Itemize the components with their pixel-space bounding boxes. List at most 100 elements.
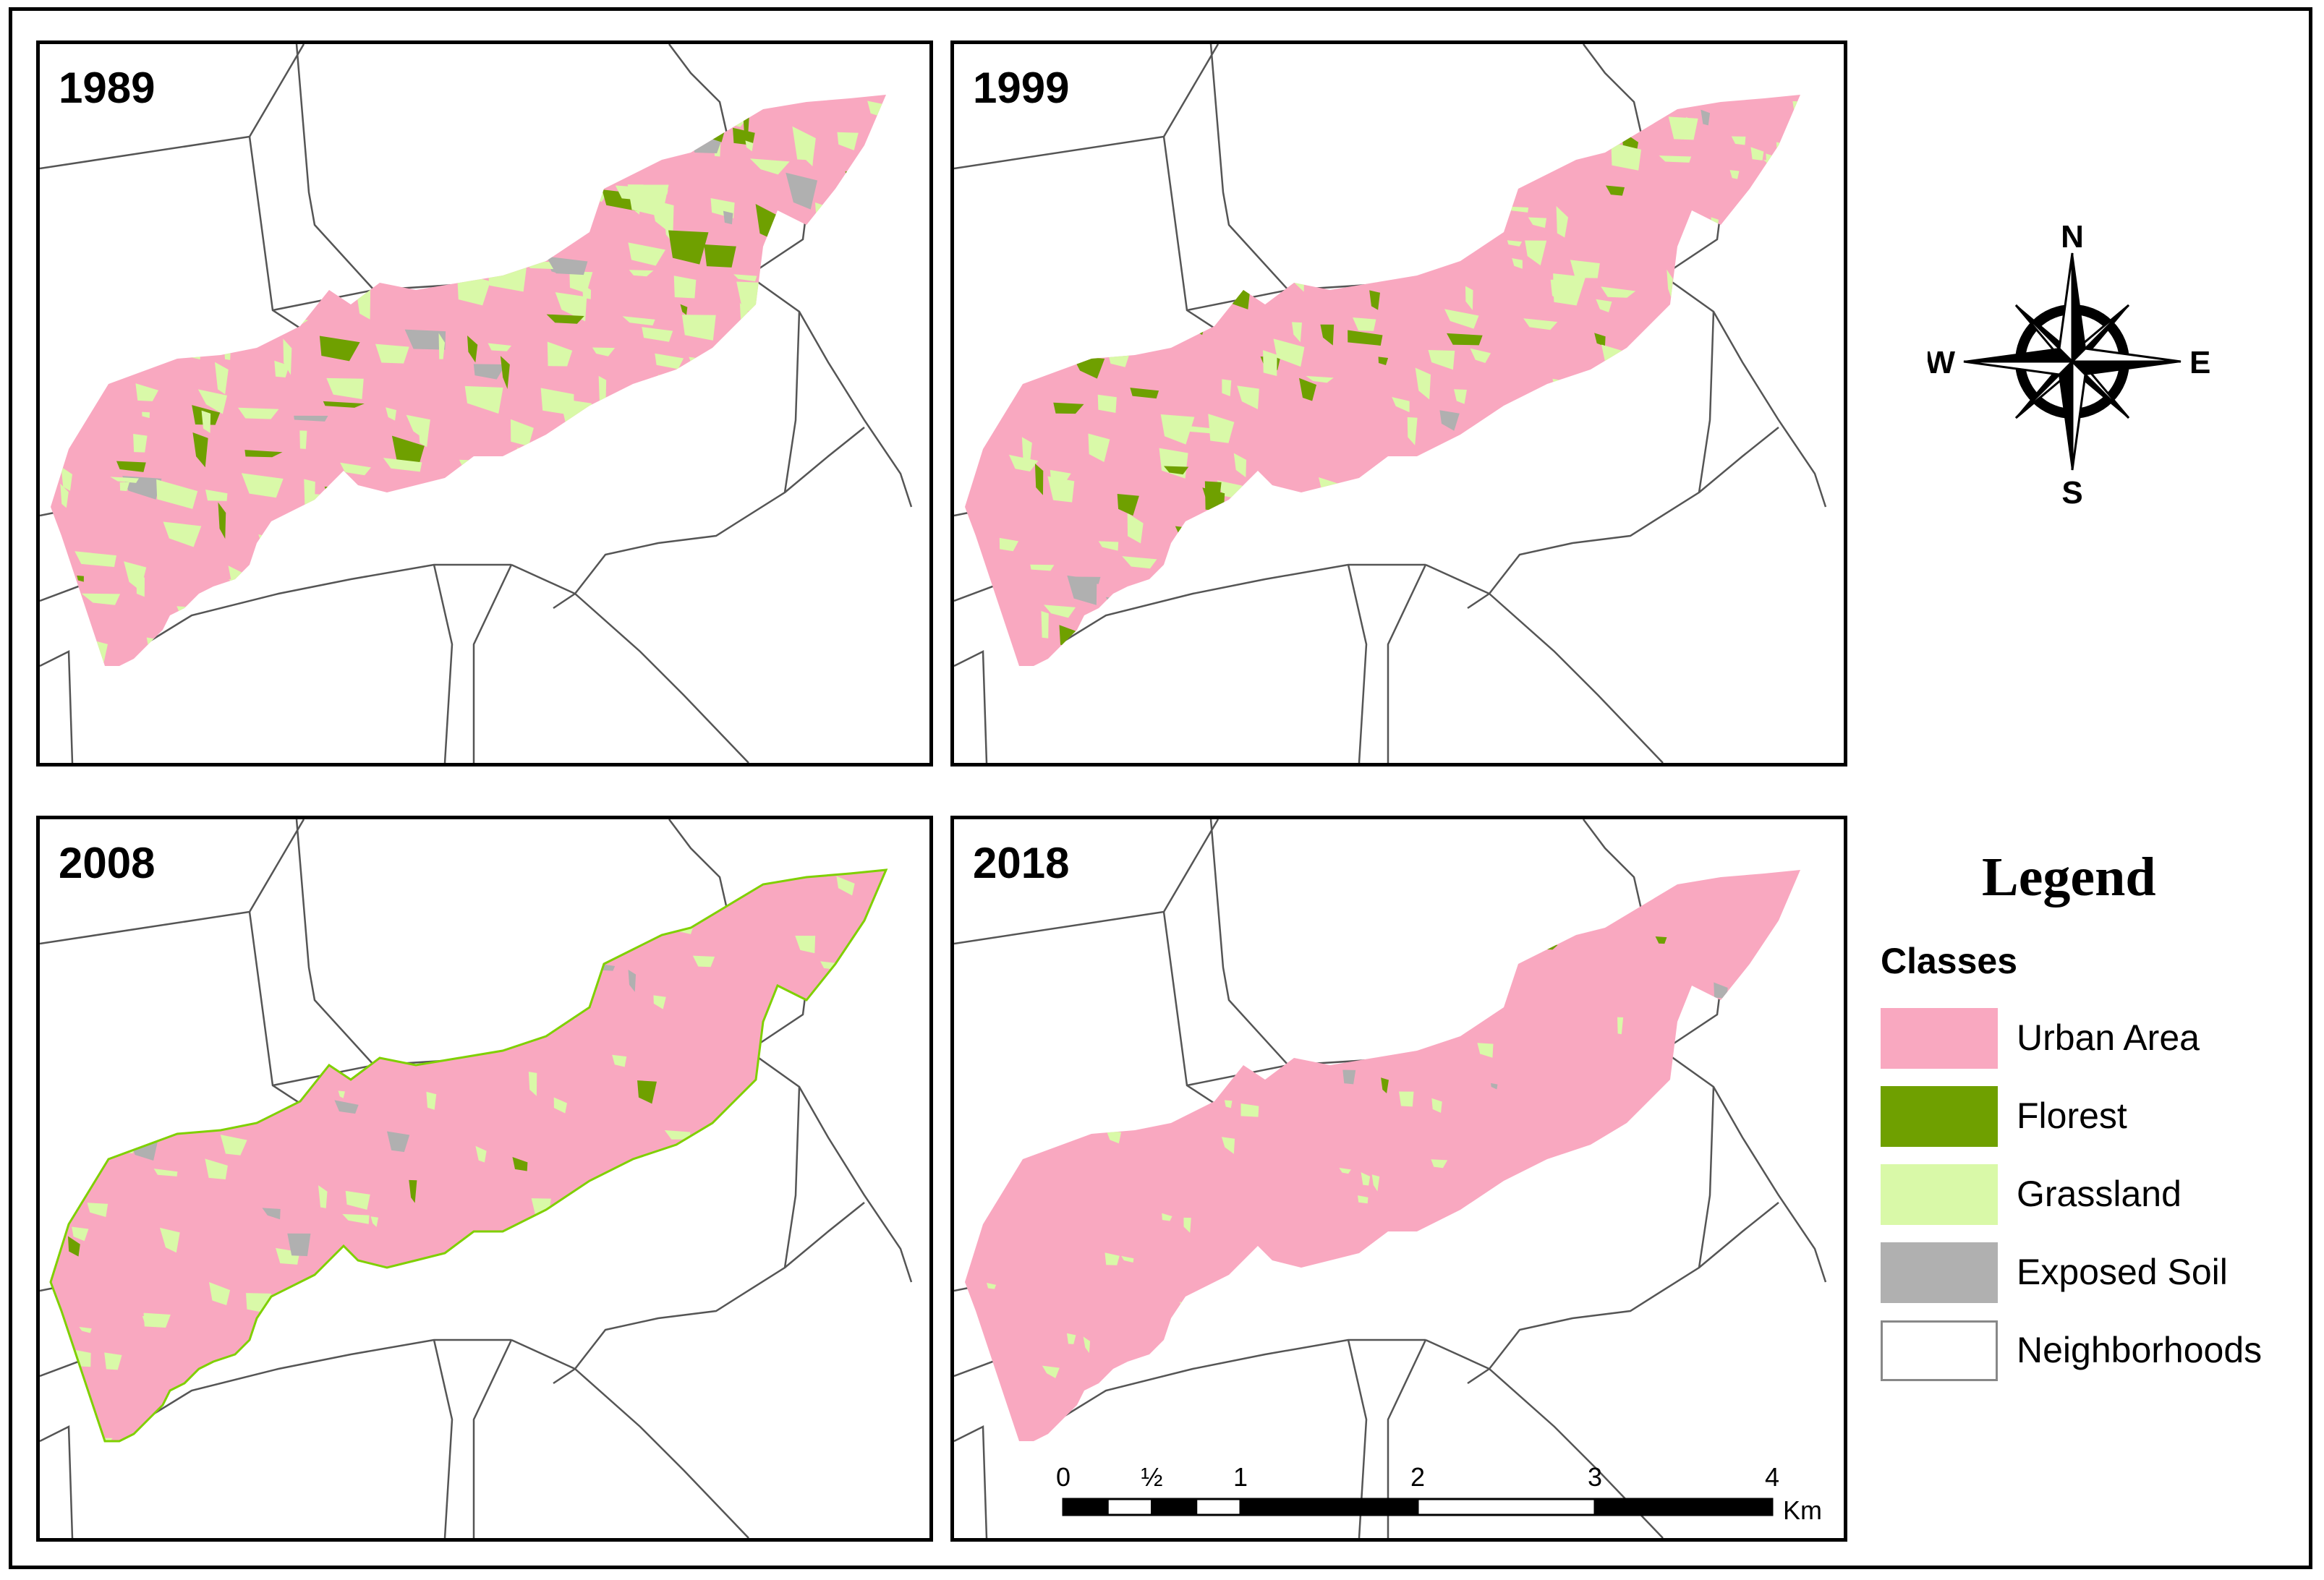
land-cover-patches: [49, 868, 888, 1443]
grassland-patch: [852, 213, 882, 231]
grassland-patch: [119, 482, 129, 492]
grassland-patch: [306, 251, 316, 286]
forest-patch: [92, 299, 103, 318]
grassland-patch: [820, 1346, 842, 1357]
grassland-patch: [1073, 321, 1081, 345]
forest-patch: [500, 134, 515, 155]
grassland-patch: [1447, 524, 1472, 540]
grassland-patch: [150, 151, 161, 165]
forest-patch: [1507, 936, 1518, 944]
grassland-patch: [709, 483, 731, 493]
grassland-patch: [989, 281, 1022, 302]
grassland-patch: [255, 155, 265, 170]
grassland-patch: [1034, 1057, 1048, 1074]
forest-patch: [116, 461, 146, 472]
grassland-patch: [142, 1315, 161, 1327]
exposed-soil-patch: [628, 969, 637, 992]
grassland-patch: [136, 573, 145, 597]
grassland-patch: [440, 166, 463, 179]
exposed-soil-patch: [825, 623, 867, 657]
grassland-patch: [552, 1338, 574, 1358]
grassland-patch: [1382, 599, 1402, 617]
grassland-patch: [1494, 510, 1501, 519]
grassland-patch: [553, 1097, 567, 1114]
grassland-patch: [1546, 408, 1560, 416]
grassland-patch: [765, 624, 806, 642]
exposed-soil-patch: [786, 172, 818, 210]
exposed-soil-patch: [197, 154, 220, 191]
forest-patch: [820, 295, 831, 313]
exposed-soil-patch: [652, 1338, 662, 1360]
grassland-patch: [519, 930, 533, 949]
forest-patch: [1341, 984, 1348, 997]
grassland-patch: [82, 236, 116, 261]
exposed-soil-patch: [723, 568, 739, 601]
forest-patch: [467, 335, 478, 363]
grassland-patch: [1270, 124, 1282, 156]
grassland-patch: [1572, 641, 1608, 666]
grassland-patch: [865, 297, 886, 307]
forest-patch: [69, 223, 80, 255]
grassland-patch: [111, 221, 152, 247]
grassland-patch: [1489, 447, 1514, 466]
grassland-patch: [424, 132, 445, 154]
grassland-patch: [299, 430, 307, 449]
grassland-patch: [1578, 1441, 1589, 1449]
grassland-patch: [72, 1226, 89, 1242]
map-panel-2008: 2008: [36, 816, 933, 1542]
grassland-patch: [579, 440, 618, 455]
grassland-patch: [1179, 1302, 1195, 1318]
forest-patch: [89, 292, 132, 320]
grassland-patch: [1378, 193, 1390, 210]
grassland-patch: [778, 1259, 801, 1275]
forest-patch: [64, 130, 88, 166]
grassland-patch: [299, 209, 312, 215]
grassland-patch: [984, 262, 991, 279]
forest-patch: [378, 218, 391, 247]
grassland-patch: [370, 920, 386, 929]
grassland-patch: [783, 563, 815, 589]
grassland-patch: [1127, 513, 1144, 544]
grassland-patch: [1392, 469, 1418, 483]
grassland-patch: [540, 388, 574, 416]
grassland-patch: [1345, 1404, 1359, 1419]
grassland-patch: [1538, 1422, 1546, 1436]
grassland-patch: [811, 538, 823, 550]
grassland-patch: [201, 410, 211, 433]
grassland-patch: [1698, 487, 1728, 513]
grassland-patch: [1795, 316, 1800, 335]
grassland-patch: [1042, 1365, 1060, 1378]
forest-patch: [1589, 552, 1598, 573]
grassland-patch: [987, 1283, 997, 1289]
forest-patch: [1117, 494, 1139, 516]
exposed-soil-patch: [229, 1038, 257, 1056]
forest-patch: [1196, 622, 1230, 641]
grassland-patch: [1001, 341, 1026, 363]
grassland-patch: [81, 593, 121, 605]
grassland-patch: [1659, 155, 1692, 163]
scale-bar: 0 ½ 1 2 3 4 Km: [1056, 1462, 1822, 1525]
forest-patch: [1369, 290, 1380, 310]
grassland-patch: [163, 164, 197, 171]
exposed-soil-patch: [320, 1032, 346, 1051]
grassland-patch: [104, 1352, 122, 1370]
grassland-patch: [885, 455, 886, 492]
grassland-patch: [738, 367, 750, 403]
grassland-patch: [1744, 564, 1779, 576]
forest-patch: [680, 304, 688, 315]
grassland-patch: [1428, 349, 1455, 370]
grassland-patch: [110, 477, 140, 483]
grassland-patch: [1557, 529, 1579, 550]
exposed-soil-patch: [386, 1131, 410, 1153]
forest-patch: [1427, 159, 1436, 175]
grassland-patch: [61, 466, 72, 491]
grassland-patch: [612, 1054, 627, 1067]
grassland-patch: [1162, 1213, 1172, 1221]
grassland-patch: [1004, 1446, 1016, 1457]
grassland-patch: [875, 391, 885, 403]
forest-patch: [498, 1368, 511, 1391]
grassland-patch: [1237, 385, 1259, 410]
grassland-patch: [220, 1135, 247, 1156]
scale-segment: [1062, 1498, 1109, 1516]
grassland-patch: [1523, 318, 1558, 330]
